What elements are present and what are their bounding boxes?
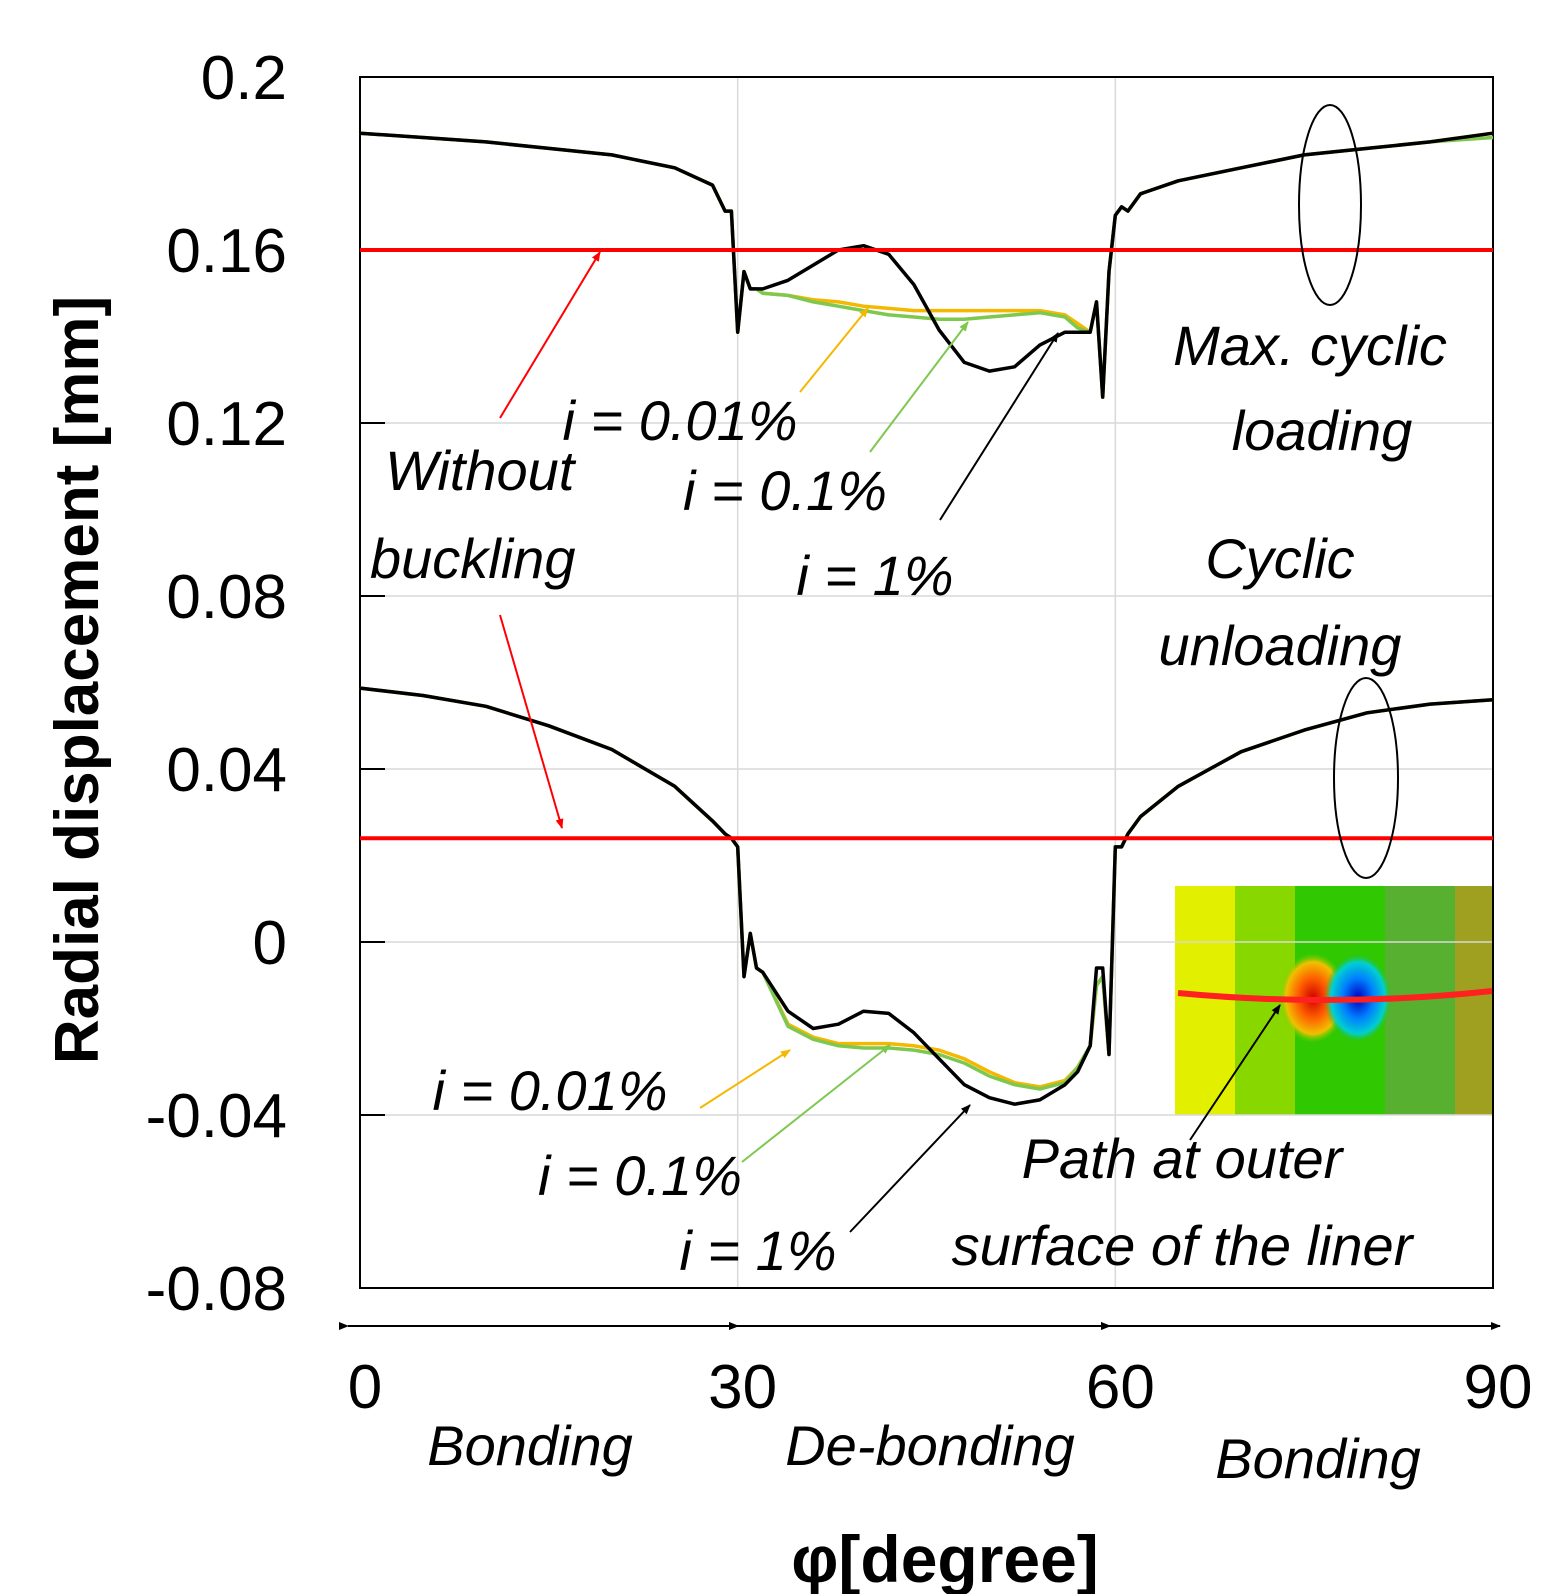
- annotation: surface of the liner: [952, 1214, 1415, 1277]
- y-axis-label: Radial displacement [mm]: [43, 296, 112, 1064]
- series-label: i = 1%: [796, 544, 953, 607]
- annotation: Path at outer: [1022, 1127, 1345, 1190]
- annotation: unloading: [1159, 614, 1402, 677]
- y-tick-label: 0.04: [166, 736, 287, 805]
- chart: -0.08 -0.04 0 0.04 0.08 0.12 0.16 0.2 0 30 60 90 i =…: [0, 0, 1551, 1594]
- pointer-arrow: [850, 1105, 970, 1232]
- annotation: loading: [1232, 399, 1413, 462]
- annotation: Max. cyclic: [1173, 314, 1447, 377]
- series-label: i = 0.01%: [562, 389, 797, 452]
- x-axis-label: φ[degree]: [791, 1522, 1099, 1594]
- group-ellipse: [1299, 105, 1361, 305]
- series-label: i = 1%: [679, 1219, 836, 1282]
- series-label: i = 0.1%: [538, 1144, 742, 1207]
- pointer-arrow: [500, 615, 562, 828]
- group-ellipse: [1334, 678, 1398, 878]
- annotation: Bonding: [1215, 1427, 1421, 1490]
- annotation: De-bonding: [785, 1414, 1075, 1477]
- y-tick-label: 0: [253, 909, 287, 978]
- y-tick-label: -0.04: [146, 1082, 287, 1151]
- pointer-arrow: [742, 1045, 890, 1162]
- pointer-arrow: [800, 308, 868, 392]
- x-tick-label: 90: [1464, 1353, 1533, 1422]
- y-tick-label: 0.08: [166, 563, 287, 632]
- pointer-arrow: [940, 333, 1058, 520]
- x-tick-label: 0: [348, 1353, 382, 1422]
- annotation: Bonding: [427, 1414, 633, 1477]
- x-tick-label: 60: [1086, 1353, 1155, 1422]
- y-tick-label: -0.08: [146, 1255, 287, 1324]
- pointer-arrow: [700, 1050, 790, 1108]
- pointer-arrow: [870, 322, 968, 452]
- series-label: i = 0.1%: [683, 459, 887, 522]
- annotation: Cyclic: [1205, 527, 1354, 590]
- y-tick-label: 0.16: [166, 217, 287, 286]
- y-tick-label: 0.12: [166, 390, 287, 459]
- series-label: i = 0.01%: [432, 1059, 667, 1122]
- inset-contour: [1175, 886, 1492, 1115]
- y-tick-label: 0.2: [201, 44, 287, 113]
- x-tick-label: 30: [708, 1353, 777, 1422]
